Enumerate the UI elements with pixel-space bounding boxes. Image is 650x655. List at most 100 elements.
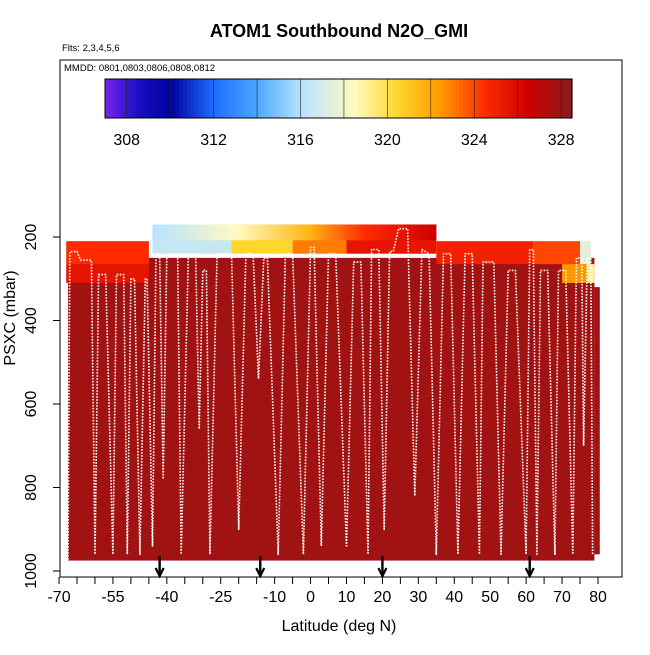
colorbar-swatch [451,79,456,118]
colorbar-swatch [482,79,487,118]
colorbar-swatch [420,79,425,118]
colorbar-swatch [400,79,406,118]
colorbar-swatch [350,79,355,118]
colorbar-swatch [342,79,347,118]
colorbar-swatch [346,79,351,118]
colorbar-swatch [540,79,546,118]
colorbar-swatch [466,79,472,118]
colorbar-swatch [334,79,340,118]
colorbar-swatch [404,79,410,118]
y-tick-label: 600 [23,391,40,418]
colorbar-swatch [202,79,207,118]
colorbar-swatch [190,79,196,118]
colorbar-swatch [272,79,277,118]
colorbar-swatch [447,79,452,118]
colorbar-swatch [361,79,367,118]
heatmap-cell [594,287,600,555]
colorbar-swatch [455,79,460,118]
colorbar-swatch [140,79,145,118]
colorbar-swatch [311,79,316,118]
y-tick-label: 1000 [23,553,40,589]
colorbar-swatch [470,79,476,118]
heatmap-cell [562,264,588,283]
colorbar-swatch [389,79,394,118]
colorbar-swatch [248,79,254,118]
colorbar-swatch [474,79,480,118]
colorbar-swatch [568,79,573,118]
colorbar-swatch [280,79,285,118]
colorbar-swatch [136,79,141,118]
colorbar-tick-label: 312 [200,132,227,149]
heatmap-cell [152,224,437,241]
heatmap-cell [66,264,149,283]
colorbar-swatch [416,79,421,118]
colorbar-swatch [338,79,343,118]
x-tick-label: 50 [481,589,499,606]
x-tick-label: 0 [306,589,315,606]
colorbar-swatch [560,79,565,118]
profile-arrow [154,556,165,579]
colorbar-swatch [155,79,161,118]
colorbar-swatch [564,79,569,118]
profile-arrow [255,556,266,579]
colorbar-swatch [377,79,382,118]
colorbar-swatch [505,79,511,118]
colorbar-swatch [167,79,172,118]
colorbar-swatch [509,79,515,118]
colorbar-swatch [517,79,523,118]
heatmap-cell [580,241,591,265]
colorbar-tick-label: 328 [548,132,575,149]
colorbar-swatch [498,79,503,118]
y-axis-label: PSXC (mbar) [2,270,19,365]
colorbar-swatch [556,79,561,118]
x-tick-label: 30 [409,589,427,606]
colorbar-tick-label: 316 [287,132,314,149]
colorbar-swatch [544,79,550,118]
colorbar-swatch [210,79,215,118]
arrow-head [154,567,165,579]
x-axis-label: Latitude (deg N) [282,618,397,635]
colorbar-swatch [163,79,168,118]
x-tick-label: 70 [553,589,571,606]
colorbar-swatch [319,79,324,118]
colorbar-swatch [116,79,122,118]
colorbar-swatch [147,79,153,118]
colorbar-swatch [237,79,242,118]
colorbar-swatch [490,79,495,118]
colorbar-swatch [533,79,538,118]
colorbar-swatch [396,79,402,118]
x-tick-label: 80 [589,589,607,606]
profile-arrow [524,556,535,579]
colorbar-swatch [175,79,180,118]
flights-annotation: Flts: 2,3,4,5,6 [62,43,120,54]
colorbar-swatch [256,79,262,118]
colorbar-swatch [459,79,464,118]
colorbar-swatch [392,79,398,118]
x-tick-label: 10 [338,589,356,606]
colorbar-swatch [151,79,157,118]
heatmap-cells [66,224,600,561]
arrow-head [255,567,266,579]
colorbar-swatch [186,79,192,118]
colorbar-swatch [435,79,441,118]
colorbar-swatch [252,79,258,118]
colorbar-swatch [478,79,484,118]
colorbar-swatch [229,79,235,118]
colorbar-swatch [536,79,542,118]
colorbar-swatch [428,79,433,118]
profile-arrows [154,556,535,579]
colorbar-swatch [295,79,301,118]
colorbar-swatch [463,79,468,118]
colorbar-tick-label: 324 [461,132,488,149]
colorbar-swatch [171,79,176,118]
colorbar-swatch [513,79,519,118]
colorbar-swatch [369,79,375,118]
colorbar-swatch [486,79,491,118]
colorbar-swatch [501,79,507,118]
colorbar-swatch [529,79,534,118]
colorbar-swatch [245,79,250,118]
colorbar-swatch [268,79,273,118]
axes: -70 -55 -40 -25 -10 0 10 20 30 40 50 60 70 80 200 400 60… [23,224,607,606]
colorbar-swatch [284,79,289,118]
